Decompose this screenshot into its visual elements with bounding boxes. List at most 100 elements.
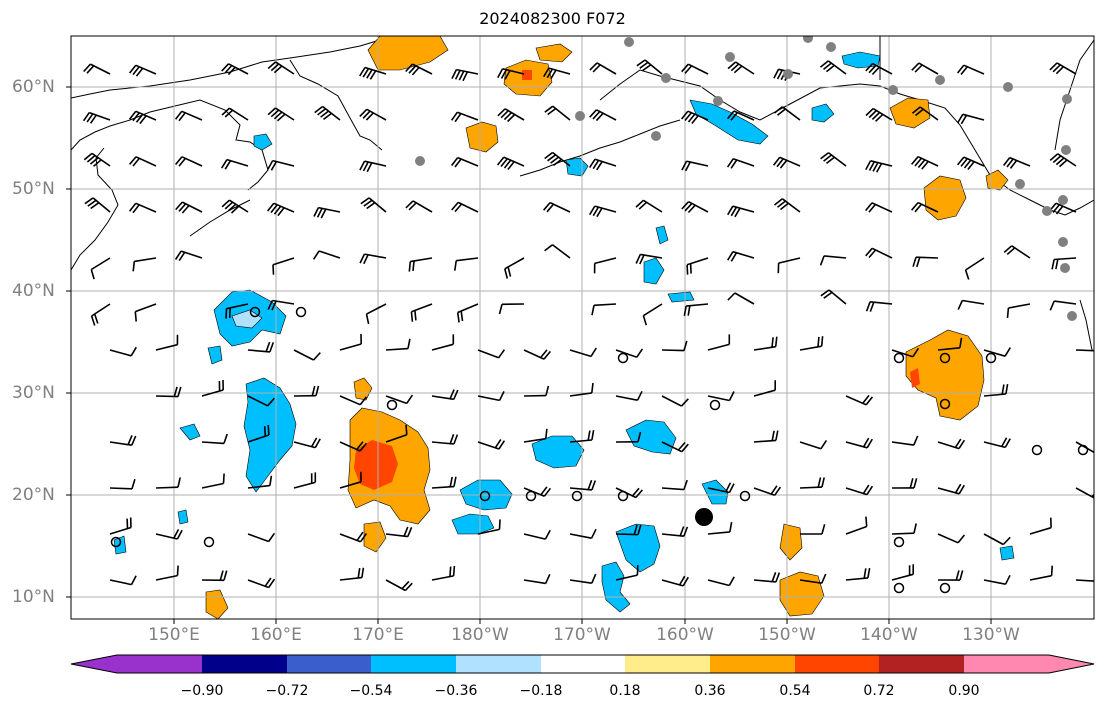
wind-barb-feather — [872, 162, 879, 172]
wind-barb-shaft — [109, 441, 132, 446]
wind-barb-feather — [539, 349, 548, 359]
wind-barb-feather — [958, 484, 965, 495]
wind-barb-feather — [913, 435, 919, 446]
wind-barb-shaft — [642, 303, 663, 317]
wind-barb-shaft — [707, 343, 730, 351]
wind-barb-shaft — [707, 395, 730, 402]
wind-barb-feather — [730, 112, 738, 121]
wind-barb-feather — [449, 434, 455, 444]
wind-barb-shaft — [569, 439, 592, 443]
wind-barb-shaft — [1054, 257, 1077, 261]
wind-barb-feather — [1049, 153, 1059, 162]
wind-barb-feather — [174, 250, 182, 260]
wind-barb-feather — [273, 65, 283, 74]
wind-barb-feather — [177, 477, 181, 488]
wind-barb-shaft — [109, 349, 132, 357]
colorbar-tick-label: −0.18 — [519, 683, 563, 699]
wind-barb-shaft — [593, 303, 617, 307]
wind-barb-feather — [320, 208, 327, 219]
wind-barb-feather — [174, 110, 183, 120]
wind-barb-shaft — [90, 63, 111, 75]
wind-barb-feather — [774, 106, 783, 114]
wind-barb-feather — [273, 205, 282, 215]
wind-barb-feather — [83, 63, 91, 73]
wind-barb-feather — [135, 67, 144, 77]
wind-barb-feather — [92, 159, 102, 167]
wind-barb-shaft — [642, 199, 663, 213]
wind-barb-feather — [820, 439, 828, 450]
wind-barb-feather — [1093, 579, 1094, 582]
wind-barb-feather — [868, 249, 877, 259]
wind-barb-feather — [544, 151, 554, 160]
wind-barb-feather — [498, 440, 506, 450]
wind-barb-feather — [954, 483, 962, 494]
wind-barb-shaft — [385, 433, 408, 443]
wind-barb-feather — [771, 430, 775, 441]
wind-barb-shaft — [247, 484, 270, 489]
wind-barb-feather — [956, 156, 965, 166]
wind-barb-feather — [1091, 493, 1094, 498]
wind-barb-feather — [221, 199, 230, 208]
wind-barb-feather — [635, 254, 642, 264]
wind-barb-feather — [271, 300, 277, 311]
wind-barb-shaft — [661, 487, 684, 491]
wind-barb-feather — [128, 202, 137, 212]
wind-barb-feather — [960, 66, 968, 76]
wind-barb-shaft — [456, 257, 479, 262]
wind-barb-shaft — [135, 64, 157, 75]
wind-barb-feather — [591, 573, 597, 584]
wind-barb-feather — [819, 255, 825, 266]
wind-barb-feather — [366, 69, 373, 79]
wind-barb-feather — [960, 114, 968, 125]
wind-barb-feather — [1095, 491, 1102, 498]
wind-barb-feather — [639, 254, 645, 265]
wind-barb-feather — [957, 113, 964, 124]
wind-barb-feather — [957, 300, 964, 310]
wind-barb-feather — [267, 61, 277, 70]
lon-label-170e: 170°E — [352, 625, 404, 645]
colorbar-tick-label: −0.90 — [180, 683, 224, 699]
wind-barb-feather — [497, 108, 506, 117]
wind-barb-feather — [779, 159, 788, 169]
wind-barb-feather — [679, 526, 685, 537]
wind-barb-feather — [820, 60, 829, 68]
wind-barb-feather — [1055, 205, 1064, 215]
wind-barb-feather — [454, 70, 461, 80]
wind-barb-feather — [265, 341, 271, 352]
wind-barb-feather — [964, 269, 970, 280]
wind-barb-feather — [500, 158, 508, 168]
wind-barb-feather — [864, 202, 873, 212]
lon-label-160e: 160°E — [250, 625, 302, 645]
wind-barb-shaft — [226, 158, 249, 167]
map-title: 2024082300 F072 — [479, 9, 626, 28]
wind-barb-feather — [678, 575, 686, 586]
wind-barb-feather — [452, 565, 456, 576]
wind-barb-feather — [545, 428, 548, 439]
wind-barb-feather — [504, 70, 511, 80]
wind-barb-feather — [1098, 572, 1101, 581]
wind-barb-feather — [680, 110, 689, 120]
wind-barb-feather — [914, 203, 923, 213]
wind-barb-feather — [264, 577, 272, 587]
wind-barb-feather — [1052, 204, 1060, 214]
wind-barb-feather — [503, 159, 512, 169]
wind-barb-feather — [868, 203, 877, 213]
wind-barb-feather — [363, 199, 373, 207]
wind-barb-feather — [960, 158, 968, 167]
wind-barb-feather — [82, 112, 90, 122]
wind-barb-feather — [954, 438, 962, 448]
wind-barb-feather — [638, 201, 648, 210]
wind-barb-feather — [727, 61, 737, 70]
wind-barb-feather — [592, 159, 600, 170]
wind-barb-shaft — [983, 533, 1004, 546]
wind-barb-feather — [821, 573, 827, 584]
wind-barb-shaft — [937, 347, 960, 351]
wind-barb-feather — [543, 350, 552, 360]
wind-barb-feather — [454, 158, 462, 168]
wind-barb-shaft — [293, 349, 314, 361]
wind-barb-feather — [173, 529, 180, 539]
wind-barb-feather — [267, 424, 270, 436]
wind-barb-feather — [1002, 157, 1011, 166]
wind-barb-feather — [177, 386, 182, 397]
wind-barb-feather — [128, 64, 137, 74]
